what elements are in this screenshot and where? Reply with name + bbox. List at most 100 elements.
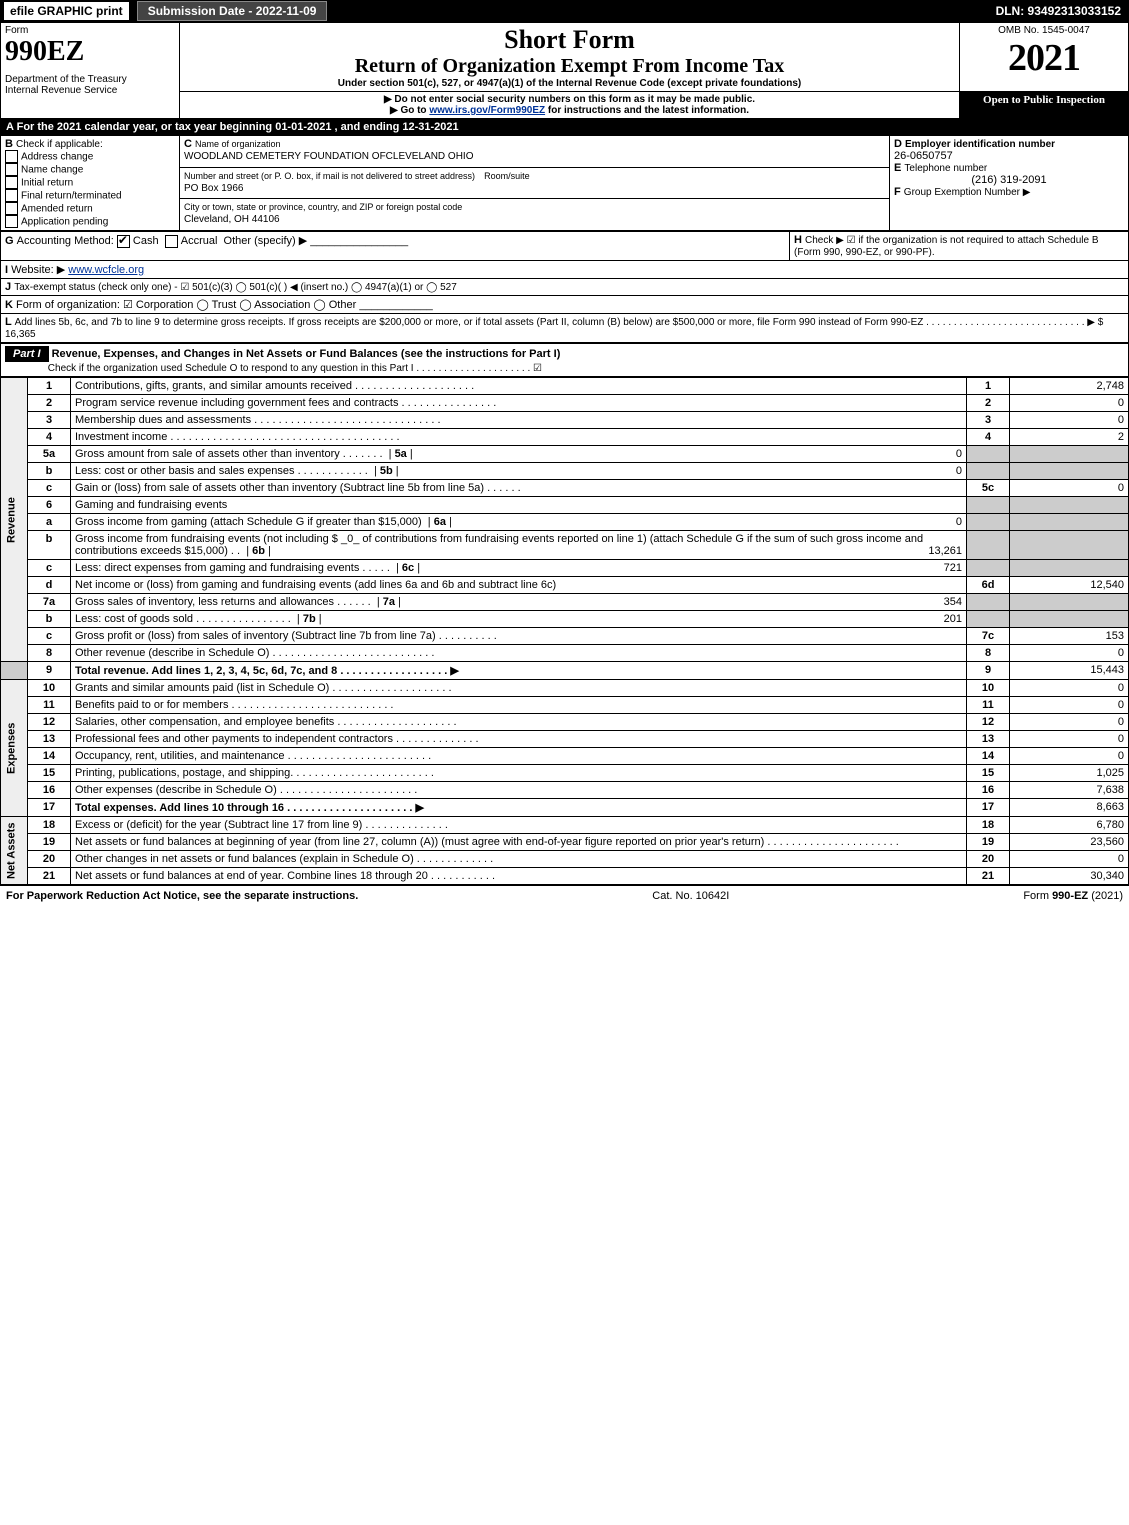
ln5a-t: Gross amount from sale of assets other t… bbox=[75, 448, 383, 460]
ln12-n: 12 bbox=[28, 714, 71, 731]
ln1-a: 2,748 bbox=[1010, 378, 1129, 395]
org-name: WOODLAND CEMETERY FOUNDATION OFCLEVELAND… bbox=[184, 151, 473, 162]
ln7a-sa: 354 bbox=[944, 596, 962, 608]
B-item-2: Initial return bbox=[21, 177, 73, 188]
ln16-t: Other expenses (describe in Schedule O) … bbox=[71, 782, 967, 799]
footer-right: Form 990-EZ (2021) bbox=[1023, 890, 1123, 902]
ghijkl-block: G Accounting Method: Cash Accrual Other … bbox=[0, 231, 1129, 343]
street: PO Box 1966 bbox=[184, 183, 243, 194]
ln6-n: 6 bbox=[28, 497, 71, 514]
top-bar: efile GRAPHIC print Submission Date - 20… bbox=[0, 0, 1129, 22]
ln20-c: 20 bbox=[967, 851, 1010, 868]
ln7a-n: 7a bbox=[28, 594, 71, 611]
city: Cleveland, OH 44106 bbox=[184, 214, 280, 225]
B-item-4: Amended return bbox=[21, 203, 93, 214]
ln4-c: 4 bbox=[967, 429, 1010, 446]
ln7b-n: b bbox=[28, 611, 71, 628]
ln6c-n: c bbox=[28, 560, 71, 577]
tax-year: 2021 bbox=[964, 36, 1124, 80]
ln6a-sc: 6a bbox=[434, 516, 446, 528]
ln2-t: Program service revenue including govern… bbox=[71, 395, 967, 412]
ln17-c: 17 bbox=[967, 799, 1010, 817]
chk-accrual[interactable] bbox=[165, 235, 178, 248]
ln11-c: 11 bbox=[967, 697, 1010, 714]
part1-check: Check if the organization used Schedule … bbox=[48, 363, 542, 374]
ln4-n: 4 bbox=[28, 429, 71, 446]
ln19-n: 19 bbox=[28, 834, 71, 851]
J-text: Tax-exempt status (check only one) - ☑ 5… bbox=[14, 282, 457, 293]
B-item-5: Application pending bbox=[21, 216, 108, 227]
form-header: Form 990EZ Department of the Treasury In… bbox=[0, 22, 1129, 119]
ln1-n: 1 bbox=[28, 378, 71, 395]
F-label: Group Exemption Number ▶ bbox=[904, 187, 1031, 198]
C-name-label: Name of organization bbox=[195, 139, 281, 149]
ln10-c: 10 bbox=[967, 680, 1010, 697]
ln17-t: Total expenses. Add lines 10 through 16 … bbox=[71, 799, 967, 817]
chk-cash[interactable] bbox=[117, 235, 130, 248]
ln7b-t: Less: cost of goods sold . . . . . . . .… bbox=[75, 613, 291, 625]
ein: 26-0650757 bbox=[894, 150, 953, 162]
footer-mid: Cat. No. 10642I bbox=[652, 890, 729, 902]
K-text: Form of organization: ☑ Corporation ◯ Tr… bbox=[16, 299, 356, 311]
chk-initial-return[interactable] bbox=[5, 176, 18, 189]
ln6b-sc: 6b bbox=[252, 545, 265, 557]
chk-address-change[interactable] bbox=[5, 150, 18, 163]
ln13-a: 0 bbox=[1010, 731, 1129, 748]
ln9-t: Total revenue. Add lines 1, 2, 3, 4, 5c,… bbox=[71, 662, 967, 680]
section-expenses: Expenses bbox=[1, 680, 28, 817]
B-item-0: Address change bbox=[21, 151, 93, 162]
ln1-c: 1 bbox=[967, 378, 1010, 395]
H-text: Check ▶ ☑ if the organization is not req… bbox=[794, 235, 1099, 258]
ln12-t: Salaries, other compensation, and employ… bbox=[71, 714, 967, 731]
city-label: City or town, state or province, country… bbox=[184, 202, 462, 212]
irs-label: Internal Revenue Service bbox=[5, 85, 175, 96]
ln3-t: Membership dues and assessments . . . . … bbox=[71, 412, 967, 429]
part1-label: Part I bbox=[5, 346, 49, 362]
form-number: 990EZ bbox=[5, 36, 175, 68]
ln18-t: Excess or (deficit) for the year (Subtra… bbox=[71, 817, 967, 834]
ln20-a: 0 bbox=[1010, 851, 1129, 868]
efile-label: efile GRAPHIC print bbox=[4, 2, 129, 20]
ln10-a: 0 bbox=[1010, 680, 1129, 697]
ln6d-a: 12,540 bbox=[1010, 577, 1129, 594]
website-link[interactable]: www.wcfcle.org bbox=[68, 264, 144, 276]
irs-link[interactable]: www.irs.gov/Form990EZ bbox=[429, 105, 545, 116]
ln14-t: Occupancy, rent, utilities, and maintena… bbox=[71, 748, 967, 765]
ln17-a: 8,663 bbox=[1010, 799, 1129, 817]
G-other: Other (specify) ▶ bbox=[224, 235, 308, 247]
ln7c-n: c bbox=[28, 628, 71, 645]
part1-header: Part I Revenue, Expenses, and Changes in… bbox=[0, 343, 1129, 377]
part1-title: Revenue, Expenses, and Changes in Net As… bbox=[52, 348, 561, 360]
ln7c-a: 153 bbox=[1010, 628, 1129, 645]
ln5a-sc: 5a bbox=[395, 448, 407, 460]
chk-application-pending[interactable] bbox=[5, 215, 18, 228]
ln7b-sc: 7b bbox=[303, 613, 316, 625]
ln13-c: 13 bbox=[967, 731, 1010, 748]
L-text: Add lines 5b, 6c, and 7b to line 9 to de… bbox=[5, 317, 1103, 340]
ln9-c: 9 bbox=[967, 662, 1010, 680]
chk-name-change[interactable] bbox=[5, 163, 18, 176]
ln12-a: 0 bbox=[1010, 714, 1129, 731]
ln6d-n: d bbox=[28, 577, 71, 594]
ln18-n: 18 bbox=[28, 817, 71, 834]
chk-amended-return[interactable] bbox=[5, 202, 18, 215]
ln11-a: 0 bbox=[1010, 697, 1129, 714]
ln7c-c: 7c bbox=[967, 628, 1010, 645]
ln4-t: Investment income . . . . . . . . . . . … bbox=[71, 429, 967, 446]
title-return: Return of Organization Exempt From Incom… bbox=[184, 55, 955, 78]
submission-date: Submission Date - 2022-11-09 bbox=[137, 1, 328, 21]
ln6c-sa: 721 bbox=[944, 562, 962, 574]
ln19-c: 19 bbox=[967, 834, 1010, 851]
ln7a-sc: 7a bbox=[383, 596, 395, 608]
ln21-a: 30,340 bbox=[1010, 868, 1129, 885]
I-label: Website: ▶ bbox=[11, 264, 65, 276]
part1-lines: Revenue 1 Contributions, gifts, grants, … bbox=[0, 377, 1129, 885]
ln9-n: 9 bbox=[28, 662, 71, 680]
ln2-c: 2 bbox=[967, 395, 1010, 412]
chk-final-return[interactable] bbox=[5, 189, 18, 202]
ln5b-n: b bbox=[28, 463, 71, 480]
dept-treasury: Department of the Treasury bbox=[5, 74, 175, 85]
ln13-n: 13 bbox=[28, 731, 71, 748]
warning-ssn: ▶ Do not enter social security numbers o… bbox=[184, 94, 955, 105]
phone: (216) 319-2091 bbox=[894, 174, 1124, 186]
